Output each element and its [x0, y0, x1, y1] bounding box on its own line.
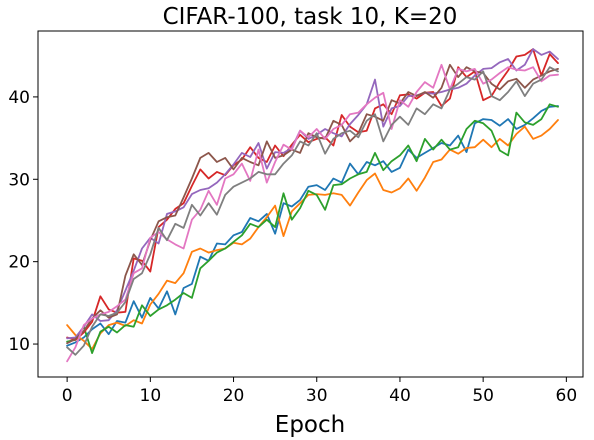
series-line-8 — [66, 66, 559, 356]
series-line-7 — [66, 63, 559, 363]
series-line-3 — [66, 103, 559, 354]
x-tick-label: 40 — [389, 386, 411, 406]
chart-title: CIFAR-100, task 10, K=20 — [163, 4, 458, 30]
y-axis-ticks: 10 20 30 40 — [8, 88, 38, 355]
x-axis-label: Epoch — [275, 412, 345, 438]
y-tick-label: 20 — [8, 253, 30, 273]
x-tick-label: 60 — [556, 386, 578, 406]
x-tick-label: 50 — [472, 386, 494, 406]
y-tick-label: 10 — [8, 335, 30, 355]
series-line-6 — [66, 63, 559, 345]
x-tick-label: 20 — [223, 386, 245, 406]
y-tick-label: 40 — [8, 88, 30, 108]
x-tick-label: 10 — [140, 386, 162, 406]
x-tick-label: 0 — [62, 386, 73, 406]
x-axis-ticks: 0 10 20 30 40 50 60 — [62, 377, 577, 406]
series-line-2 — [66, 119, 559, 350]
x-tick-label: 30 — [306, 386, 328, 406]
series-layer — [66, 48, 559, 363]
plot-frame — [37, 30, 584, 378]
series-line-1 — [66, 105, 559, 347]
y-tick-label: 30 — [8, 170, 30, 190]
